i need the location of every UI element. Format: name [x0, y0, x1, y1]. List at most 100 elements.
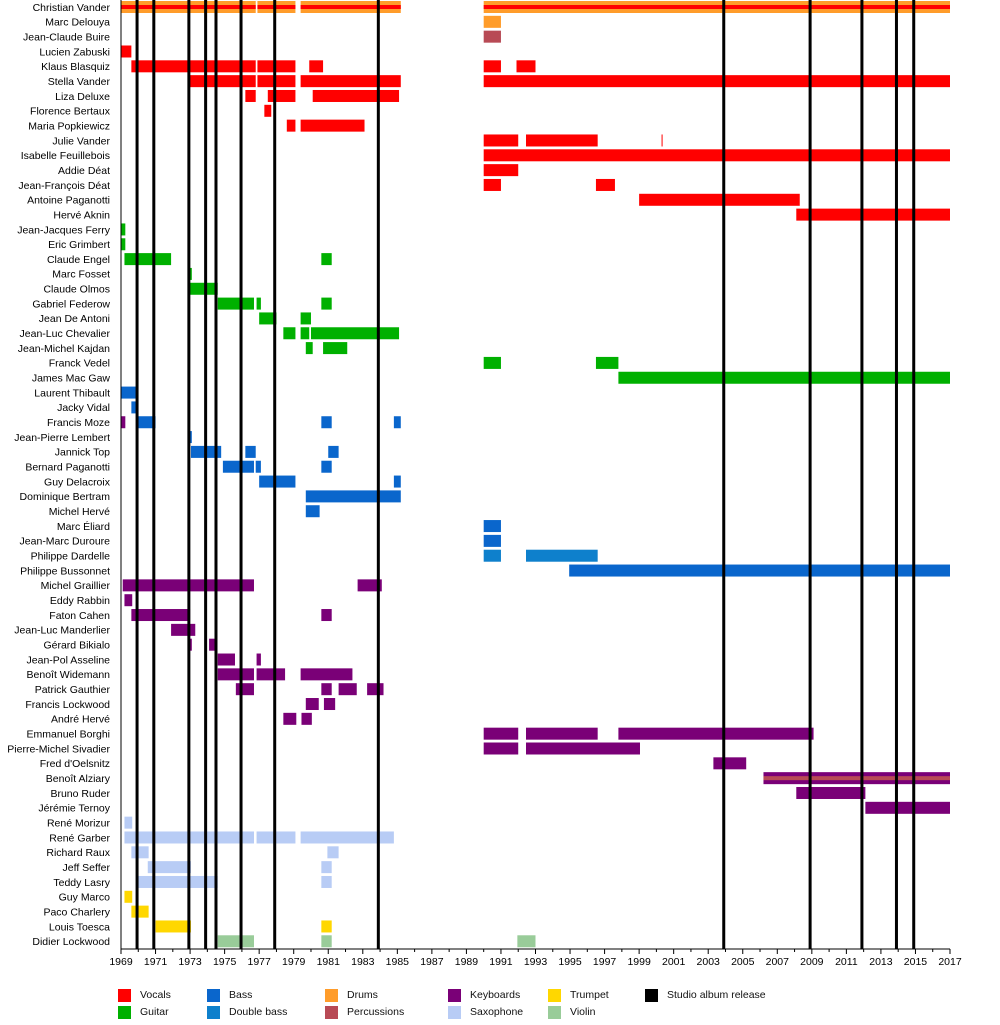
x-tick-label: 1993 — [524, 956, 548, 968]
legend-label: Bass — [229, 989, 253, 1001]
membership-bar-keyboards — [618, 727, 814, 740]
membership-bar-bass — [255, 460, 261, 473]
member-label: Richard Raux — [46, 847, 110, 859]
membership-bar-guitar — [310, 327, 400, 340]
member-label: Marc Delouya — [45, 17, 110, 29]
membership-bar-guitar — [323, 342, 348, 355]
membership-bar-keyboards — [256, 653, 261, 666]
membership-bar-guitar — [300, 312, 311, 325]
membership-bar-bass — [305, 490, 401, 503]
x-tick-label: 1987 — [420, 956, 444, 968]
legend-item-doublebass: Double bass — [207, 1005, 287, 1019]
legend-swatch-doublebass — [207, 1005, 220, 1019]
member-label: Emmanuel Borghi — [27, 728, 110, 740]
x-tick-label: 1969 — [109, 956, 133, 968]
membership-bar-bass — [321, 416, 332, 429]
member-label: Faton Cahen — [49, 610, 110, 622]
membership-bar-vocals — [188, 75, 256, 88]
membership-bar-vocals — [483, 60, 501, 73]
membership-bar-vocals — [264, 104, 272, 117]
membership-bar-trumpet — [155, 920, 191, 933]
membership-bar-keyboards — [865, 801, 950, 814]
x-tick-label: 1981 — [317, 956, 341, 968]
membership-bars — [121, 1, 950, 948]
legend-item-drums: Drums — [325, 988, 378, 1002]
legend-swatch-bass — [207, 988, 220, 1002]
membership-bar-keyboards — [189, 638, 192, 651]
legend-swatch-keyboards — [448, 988, 461, 1002]
member-label: Lucien Zabuski — [39, 46, 110, 58]
album-release-lines — [135, 0, 916, 949]
member-label: Dominique Bertram — [20, 491, 111, 503]
member-label: Jean-François Déat — [18, 180, 110, 192]
membership-bar-keyboards — [171, 623, 196, 636]
member-label: Bruno Ruder — [50, 788, 110, 800]
member-label: Francis Moze — [47, 417, 110, 429]
membership-bar-guitar — [283, 327, 296, 340]
membership-bar-vocals — [483, 75, 950, 88]
membership-bar-keyboards — [483, 742, 519, 755]
membership-bar-vocals — [300, 75, 401, 88]
member-label: Antoine Paganotti — [27, 195, 110, 207]
member-label: Michel Graillier — [41, 580, 111, 592]
membership-bar-keyboards — [283, 712, 297, 725]
member-label: Patrick Gauthier — [35, 684, 111, 696]
member-label: Jean-Claude Buire — [23, 31, 110, 43]
membership-bar-keyboards — [305, 698, 319, 711]
member-label: Marc Éliard — [57, 520, 110, 533]
x-tick-label: 1983 — [351, 956, 375, 968]
member-label: Teddy Lasry — [53, 877, 110, 889]
membership-bar-percussions-overlay — [763, 776, 950, 781]
membership-bar-keyboards — [526, 727, 598, 740]
membership-bar-vocals — [483, 178, 501, 191]
x-tick-label: 1995 — [558, 956, 582, 968]
membership-bar-vocals — [245, 89, 256, 102]
membership-bar-keyboards — [367, 683, 384, 696]
membership-bar-saxophone — [137, 875, 218, 888]
membership-bar-guitar — [483, 356, 501, 369]
membership-bar-vocals — [796, 208, 950, 221]
member-label: Maria Popkiewicz — [28, 120, 110, 132]
member-label: Addie Déat — [58, 165, 110, 177]
membership-bar-vocals — [121, 45, 132, 58]
member-label: Klaus Blasquiz — [41, 61, 110, 73]
member-label: Jannick Top — [55, 447, 110, 459]
legend-label: Keyboards — [470, 989, 521, 1001]
x-tick-label: 1977 — [247, 956, 271, 968]
membership-bar-bass — [138, 416, 156, 429]
x-tick-label: 2007 — [766, 956, 790, 968]
membership-bar-guitar — [321, 297, 332, 310]
legend-label: Percussions — [347, 1006, 405, 1018]
membership-bar-guitar — [300, 327, 310, 340]
membership-bar-trumpet — [131, 905, 149, 918]
member-label: Jeff Seffer — [63, 862, 111, 874]
membership-bar-keyboards — [713, 757, 747, 770]
membership-bar-keyboards — [321, 609, 332, 622]
member-label: Michel Hervé — [49, 506, 110, 518]
legend-item-vocals: Vocals — [118, 988, 171, 1002]
member-label: Didier Lockwood — [32, 936, 110, 948]
member-label: Jean-Pierre Lembert — [14, 432, 110, 444]
member-label: Jean-Luc Manderlier — [14, 625, 110, 637]
legend-swatch-saxophone — [448, 1005, 461, 1019]
member-label: Laurent Thibault — [34, 387, 110, 399]
member-label: Marc Fosset — [52, 269, 110, 281]
member-label: René Garber — [49, 832, 110, 844]
legend-item-bass: Bass — [207, 988, 252, 1002]
membership-bar-vocals — [312, 89, 400, 102]
membership-bar-saxophone — [124, 816, 133, 829]
member-label: Gabriel Federow — [32, 298, 110, 310]
member-label: Philippe Bussonnet — [20, 565, 110, 577]
membership-bar-violin — [321, 935, 332, 948]
x-tick-label: 2011 — [835, 956, 858, 968]
legend-item-percussions: Percussions — [325, 1005, 404, 1019]
member-label: Stella Vander — [48, 76, 111, 88]
legend-swatch-violin — [548, 1005, 561, 1019]
membership-bar-keyboards — [483, 727, 519, 740]
member-label: Paco Charlery — [43, 906, 110, 918]
legend-label: Vocals — [140, 989, 171, 1001]
membership-bar-bass — [393, 475, 401, 488]
x-axis: 1969 1971 1973 1975 1977 1979 1981 1983 1985 1987… — [109, 0, 962, 968]
membership-bar-bass — [259, 475, 296, 488]
legend-label: Studio album release — [667, 989, 766, 1001]
